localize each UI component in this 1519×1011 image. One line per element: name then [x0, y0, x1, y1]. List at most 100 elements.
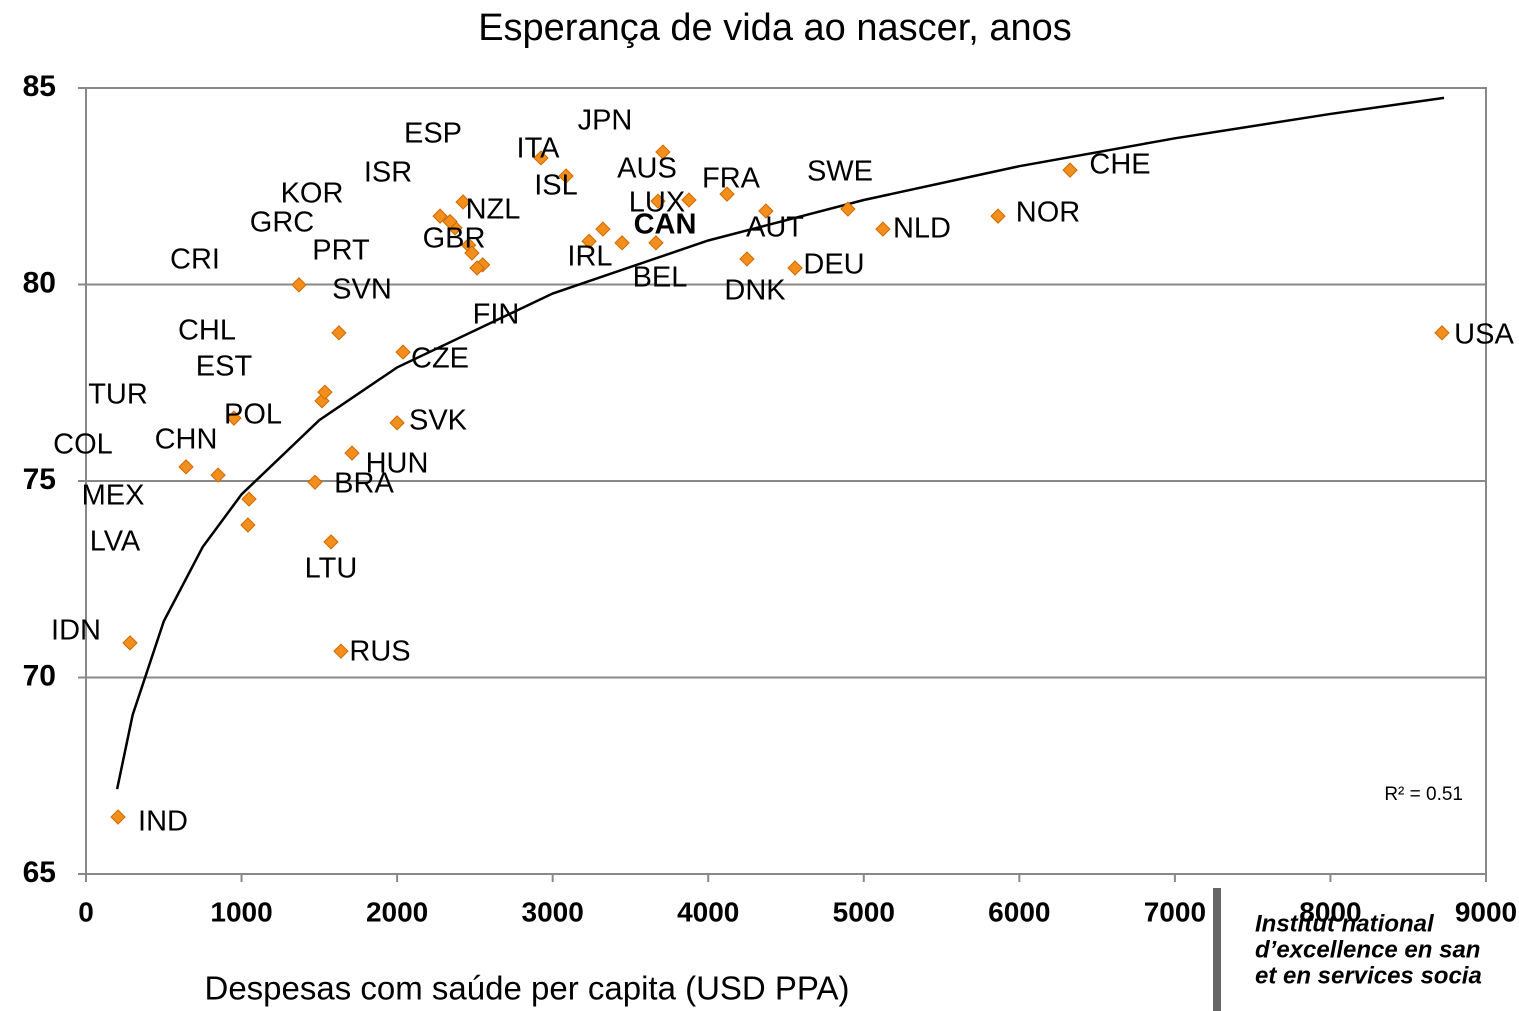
point-label: GRC [250, 207, 314, 239]
point-label: DNK [724, 275, 786, 307]
point [110, 809, 126, 825]
point [648, 235, 664, 251]
logo-text: Institut national [1255, 910, 1435, 937]
x-tick-label: 3000 [522, 896, 584, 927]
y-tick-label: 70 [23, 659, 56, 692]
point-label: HUN [366, 448, 429, 480]
point [241, 491, 257, 507]
y-tick-label: 80 [23, 266, 56, 299]
point [719, 186, 735, 202]
x-tick-label: 9000 [1455, 896, 1517, 927]
point-label: EST [196, 351, 253, 383]
point-label: ISL [534, 170, 578, 202]
point [178, 459, 194, 475]
point-label: CAN [634, 209, 697, 241]
point [307, 474, 323, 490]
logo-text: et en services socia [1255, 962, 1482, 989]
x-axis-label: Despesas com saúde per capita (USD PPA) [205, 970, 850, 1007]
point [210, 467, 226, 483]
point [1434, 325, 1450, 341]
point-label: NOR [1016, 197, 1080, 229]
point [226, 410, 242, 426]
point [990, 208, 1006, 224]
point [432, 208, 448, 224]
point [395, 344, 411, 360]
logo-text: d’excellence en san [1255, 936, 1480, 963]
point-label: CHE [1089, 149, 1150, 181]
point [558, 168, 574, 184]
point-label: ISR [364, 157, 412, 189]
trend-line [115, 96, 1445, 790]
point-label: SWE [807, 156, 873, 188]
point-label: LTU [305, 553, 358, 585]
point-label: AUT [746, 212, 804, 244]
point-label: GBR [423, 223, 486, 255]
point [758, 203, 774, 219]
point-label: TUR [88, 379, 148, 411]
point [650, 193, 666, 209]
annotation: R² = 0.51 [1384, 784, 1463, 805]
point [595, 221, 611, 237]
point [655, 144, 671, 160]
point-label: FIN [473, 299, 520, 331]
point [681, 192, 697, 208]
point [323, 534, 339, 550]
point [442, 213, 458, 230]
point [469, 260, 485, 276]
point-label: BRA [334, 468, 394, 500]
chart-title: Esperança de vida ao nascer, anos [478, 7, 1072, 49]
point-label: CZE [411, 343, 469, 375]
x-tick-label: 5000 [833, 896, 895, 927]
point-label: SVN [332, 274, 392, 306]
y-tick-label: 75 [23, 463, 56, 496]
point [787, 260, 803, 276]
point-label: ESP [404, 118, 462, 150]
point-label: MEX [82, 480, 145, 512]
point-label: JPN [578, 105, 633, 137]
point [317, 384, 333, 400]
x-tick-label: 4000 [677, 896, 739, 927]
point-label: AUS [617, 153, 677, 185]
point [240, 517, 256, 533]
point-label: ITA [517, 133, 561, 165]
point [614, 235, 630, 251]
point-label: POL [224, 399, 282, 431]
point [291, 277, 307, 293]
point [739, 251, 755, 267]
x-tick-label: 6000 [988, 896, 1050, 927]
point [875, 221, 891, 237]
point [314, 393, 330, 409]
point [533, 150, 549, 166]
point-label: RUS [349, 636, 410, 668]
point [333, 643, 349, 659]
point [581, 233, 597, 249]
y-tick-label: 85 [23, 70, 56, 103]
point-label: FRA [702, 163, 761, 195]
x-tick-label: 7000 [1144, 896, 1206, 927]
point-label: COL [53, 429, 113, 461]
point [389, 415, 405, 431]
x-tick-label: 2000 [366, 896, 428, 927]
point [344, 445, 360, 461]
point-label: BEL [633, 262, 688, 294]
point-label: LVA [90, 526, 141, 558]
point-label: SVK [409, 405, 468, 437]
y-tick-label: 65 [23, 856, 56, 889]
point [455, 194, 471, 210]
x-tick-label: 1000 [210, 896, 272, 927]
point-label: CHL [178, 315, 236, 347]
logo-bar [1213, 888, 1221, 1011]
point-label: CRI [170, 244, 220, 276]
x-tick-label: 8000 [1299, 896, 1361, 927]
point-label: KOR [281, 178, 344, 210]
point-label: IND [138, 806, 188, 838]
point [840, 201, 856, 217]
point-label: USA [1454, 319, 1514, 351]
point [122, 635, 138, 651]
x-tick-label: 0 [78, 896, 94, 927]
point-label: NLD [893, 213, 951, 245]
point-label: IRL [567, 241, 612, 273]
point-label: PRT [312, 235, 370, 267]
point [1062, 162, 1078, 178]
